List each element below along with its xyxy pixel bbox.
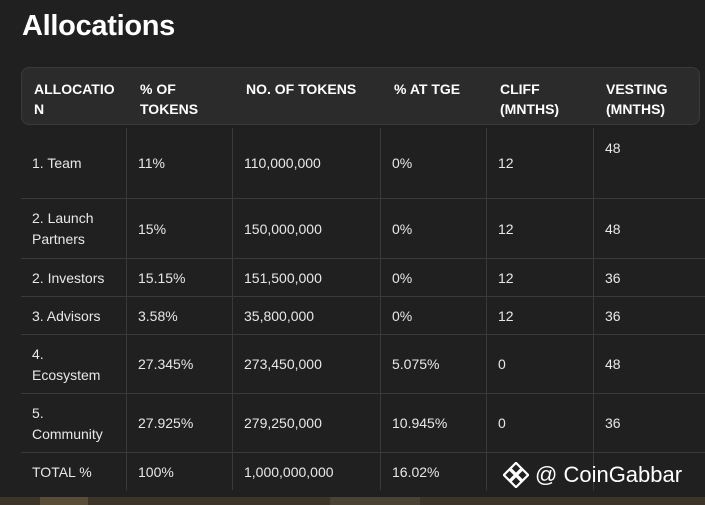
- allocation-cell: 4. Ecosystem: [32, 345, 101, 383]
- percent-tge-cell: 10.945%: [392, 415, 448, 431]
- token-count-cell: 1,000,000,000: [244, 463, 334, 480]
- percent-tokens-cell: 100%: [138, 463, 174, 480]
- cliff-cell: 0: [498, 415, 506, 431]
- column-header-allocation: ALLOCATIO N: [34, 81, 115, 117]
- percent-tokens-cell: 11%: [138, 154, 165, 171]
- vesting-cell: 48: [605, 356, 621, 372]
- cliff-cell: 12: [498, 220, 514, 237]
- percent-tge-cell: 0%: [392, 220, 413, 237]
- table-row: 4. Ecosystem 27.345% 273,450,000 5.075% …: [21, 336, 705, 394]
- table-row: 1. Team 11% 110,000,000 0% 12 48: [21, 128, 705, 199]
- strip-segment: [330, 497, 420, 505]
- vesting-cell: 48: [605, 140, 621, 156]
- percent-tge-cell: 5.075%: [392, 356, 440, 372]
- vesting-cell: 48: [605, 220, 621, 237]
- allocation-cell: 2. Investors: [32, 269, 105, 286]
- diamond-logo-icon: [503, 462, 529, 488]
- cliff-cell: 12: [498, 307, 514, 324]
- column-header-cliff: CLIFF (MNTHS): [500, 81, 560, 117]
- token-count-cell: 279,250,000: [244, 415, 322, 431]
- allocation-cell: 2. Launch Partners: [32, 210, 94, 247]
- column-divider: [232, 128, 233, 490]
- percent-tokens-cell: 27.925%: [138, 415, 194, 431]
- percent-tge-cell: 16.02%: [392, 463, 440, 480]
- token-count-cell: 150,000,000: [244, 220, 322, 237]
- column-divider: [380, 128, 381, 490]
- total-row: TOTAL % 100% 1,000,000,000 16.02%: [21, 454, 705, 490]
- table-row: 2. Investors 15.15% 151,500,000 0% 12 36: [21, 260, 705, 297]
- watermark-text: @ CoinGabbar: [535, 462, 683, 487]
- allocation-cell: 1. Team: [32, 154, 82, 171]
- allocation-cell: TOTAL %: [32, 463, 92, 480]
- column-divider: [486, 128, 487, 490]
- column-divider: [593, 128, 594, 490]
- coingabbar-watermark: @ CoinGabbar: [503, 462, 682, 488]
- column-header-percent-tokens: % OF TOKENS: [140, 81, 199, 117]
- allocation-cell: 3. Advisors: [32, 307, 101, 324]
- column-header-vesting: VESTING (MNTHS): [606, 81, 668, 117]
- cliff-cell: 12: [498, 269, 514, 286]
- table-row: 3. Advisors 3.58% 35,800,000 0% 12 36: [21, 298, 705, 335]
- allocation-cell: 5. Community: [32, 404, 103, 442]
- percent-tokens-cell: 15%: [138, 220, 167, 237]
- percent-tokens-cell: 27.345%: [138, 356, 194, 372]
- cliff-cell: 0: [498, 356, 506, 372]
- percent-tge-cell: 0%: [392, 154, 413, 171]
- bottom-image-strip: [0, 497, 705, 505]
- token-count-cell: 110,000,000: [244, 154, 321, 171]
- percent-tge-cell: 0%: [392, 307, 413, 324]
- percent-tokens-cell: 15.15%: [138, 269, 186, 286]
- column-header-number-of-tokens: NO. OF TOKENS: [246, 81, 357, 97]
- vesting-cell: 36: [605, 415, 621, 431]
- page-title: Allocations: [22, 10, 175, 42]
- token-count-cell: 151,500,000: [244, 269, 322, 286]
- vesting-cell: 36: [605, 307, 621, 324]
- token-count-cell: 273,450,000: [244, 356, 322, 372]
- column-header-percent-at-tge: % AT TGE: [394, 81, 461, 97]
- cliff-cell: 12: [498, 154, 514, 171]
- column-divider: [126, 128, 127, 490]
- token-count-cell: 35,800,000: [244, 307, 315, 324]
- table-header: ALLOCATIO N % OF TOKENS NO. OF TOKENS % …: [21, 67, 700, 125]
- strip-segment: [40, 497, 88, 505]
- table-row: 5. Community 27.925% 279,250,000 10.945%…: [21, 395, 705, 453]
- percent-tge-cell: 0%: [392, 269, 413, 286]
- vesting-cell: 36: [605, 269, 621, 286]
- percent-tokens-cell: 3.58%: [138, 307, 178, 324]
- table-row: 2. Launch Partners 15% 150,000,000 0% 12…: [21, 200, 705, 259]
